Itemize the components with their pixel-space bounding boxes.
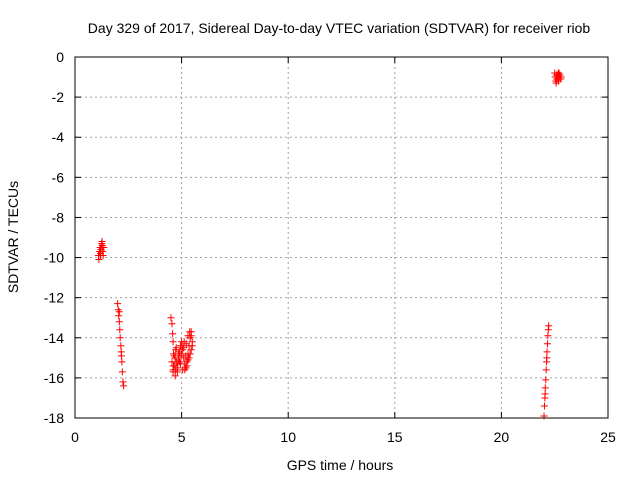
data-point [172, 344, 180, 352]
y-axis-label: SDTVAR / TECUs [5, 181, 21, 293]
y-tick-label: -18 [44, 410, 64, 426]
data-point [169, 362, 177, 370]
x-tick-labels: 0 5 10 15 20 25 [71, 429, 616, 445]
data-point [540, 402, 548, 410]
x-tick-label: 15 [387, 429, 403, 445]
x-tick-label: 20 [494, 429, 510, 445]
data-point [115, 308, 123, 316]
y-tick-label: -14 [44, 330, 64, 346]
data-point [188, 342, 196, 350]
data-point [167, 314, 175, 322]
data-point [97, 252, 105, 260]
data-point [117, 342, 125, 350]
data-point [171, 372, 179, 380]
data-point [543, 354, 551, 362]
data-point [120, 382, 128, 390]
data-point [186, 328, 194, 336]
y-tick-label: -2 [52, 89, 65, 105]
y-tick-label: -12 [44, 290, 64, 306]
data-point [186, 350, 194, 358]
y-tick-label: 0 [56, 49, 64, 65]
data-point [543, 348, 551, 356]
data-point [117, 348, 125, 356]
data-point [181, 366, 189, 374]
data-point [545, 322, 553, 330]
chart-title: Day 329 of 2017, Sidereal Day-to-day VTE… [88, 20, 591, 36]
data-point [542, 366, 550, 374]
data-point [95, 256, 103, 264]
y-tick-label: -8 [52, 209, 65, 225]
data-point [100, 244, 108, 252]
data-point [118, 368, 126, 376]
data-points [94, 69, 565, 420]
data-point [542, 376, 550, 384]
data-point [178, 342, 186, 350]
data-point [174, 360, 182, 368]
data-point [116, 326, 124, 334]
data-point [115, 312, 123, 320]
data-point [180, 338, 188, 346]
grid [75, 57, 608, 418]
plot-frame [74, 56, 609, 419]
data-point [185, 354, 193, 362]
data-point [169, 330, 177, 338]
data-point [183, 362, 191, 370]
data-point [176, 352, 184, 360]
data-point [114, 300, 122, 308]
data-point [169, 338, 177, 346]
data-point [184, 332, 192, 340]
data-point [118, 358, 126, 366]
data-point [544, 332, 552, 340]
data-point [541, 390, 549, 398]
x-tick-label: 5 [178, 429, 186, 445]
data-point [554, 69, 562, 77]
data-point [557, 73, 565, 81]
x-axis-label: GPS time / hours [287, 457, 394, 473]
y-tick-labels: 0 -2 -4 -6 -8 -10 -12 -14 -16 -18 [44, 49, 64, 426]
data-point [187, 346, 195, 354]
data-point [172, 366, 180, 374]
data-point [541, 384, 549, 392]
x-tick-label: 0 [71, 429, 79, 445]
data-point [552, 79, 560, 87]
axis-ticks [74, 56, 609, 419]
data-point [115, 318, 123, 326]
data-point [98, 238, 106, 246]
y-tick-label: -10 [44, 250, 64, 266]
x-tick-label: 10 [280, 429, 296, 445]
y-tick-label: -16 [44, 370, 64, 386]
y-tick-label: -4 [52, 129, 65, 145]
data-point [119, 378, 127, 386]
data-point [168, 320, 176, 328]
x-tick-label: 25 [600, 429, 616, 445]
data-point [543, 340, 551, 348]
y-tick-label: -6 [52, 169, 65, 185]
data-point [116, 334, 124, 342]
